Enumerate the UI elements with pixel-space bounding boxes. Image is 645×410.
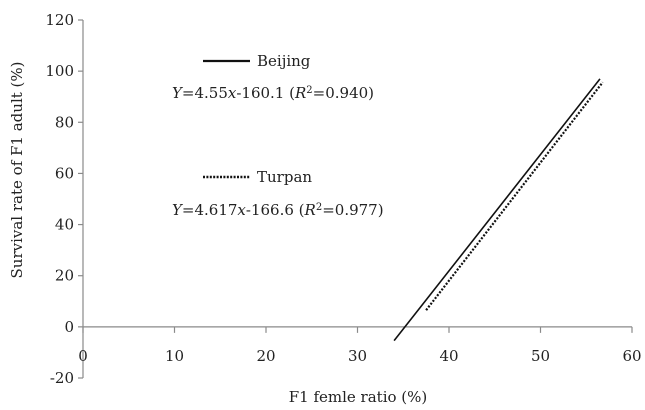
x-tick-label: 20 (256, 347, 275, 365)
y-tick-label: -20 (50, 369, 74, 387)
equation-part: =4.617 (182, 201, 238, 219)
equation-part: 2 (316, 202, 322, 213)
equation-part: Y (172, 201, 184, 219)
x-tick-label: 50 (531, 347, 550, 365)
y-tick-label: 60 (55, 164, 74, 182)
y-tick-label: 40 (55, 216, 74, 234)
equation-part: x (237, 201, 246, 219)
regression-equation-beijing: Y=4.55x-160.1 (R2=0.940) (172, 84, 374, 102)
y-tick-label: 20 (55, 267, 74, 285)
x-tick-label: 40 (439, 347, 458, 365)
y-tick-label: 100 (45, 62, 74, 80)
regression-equation-turpan: Y=4.617x-166.6 (R2=0.977) (172, 201, 384, 219)
x-axis-title: F1 femle ratio (%) (289, 388, 428, 406)
x-tick-label: 0 (78, 347, 88, 365)
series-line-turpan (425, 81, 604, 311)
series-line-beijing (393, 78, 601, 342)
equation-part: x (228, 84, 237, 102)
x-tick-label: 60 (622, 347, 641, 365)
equation-part: 2 (306, 85, 312, 96)
equation-part: =0.940) (313, 84, 374, 102)
equation-part: =0.977) (322, 201, 383, 219)
axes (82, 20, 632, 378)
legend-label-beijing: Beijing (257, 52, 311, 70)
x-tick-label: 10 (165, 347, 184, 365)
legend-label-turpan: Turpan (257, 168, 312, 186)
x-tick-label: 30 (348, 347, 367, 365)
equation-part: R (304, 201, 316, 219)
equation-part: R (294, 84, 306, 102)
y-tick-label: 0 (64, 318, 74, 336)
equation-part: =4.55 (182, 84, 228, 102)
y-tick-label: 80 (55, 113, 74, 131)
y-tick-label: 120 (45, 11, 74, 29)
equation-part: -166.6 ( (246, 201, 305, 219)
equation-part: Y (172, 84, 184, 102)
series-layer (393, 78, 604, 342)
y-axis-title: Survival rate of F1 adult (%) (8, 62, 26, 279)
equation-part: -160.1 ( (236, 84, 295, 102)
